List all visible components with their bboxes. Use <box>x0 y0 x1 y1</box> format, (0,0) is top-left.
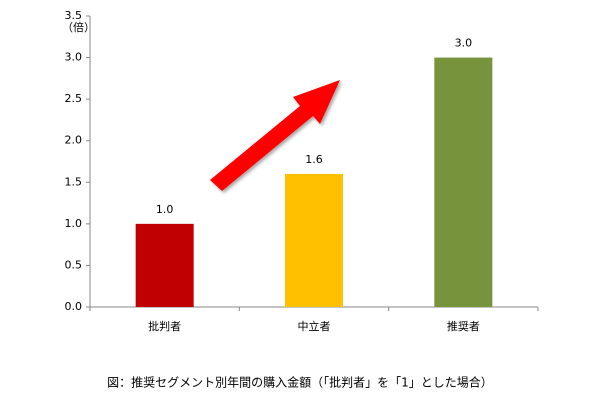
y-tick-label: 3.5 <box>65 9 83 22</box>
x-tick-label: 批判者 <box>148 319 181 333</box>
bar <box>434 57 493 308</box>
caption: 図：推奨セグメント別年間の購入金額（「批判者」を「1」とした場合） <box>107 375 493 390</box>
value-label: 1.0 <box>156 203 174 216</box>
trend-arrow <box>210 80 340 191</box>
y-unit-label: （倍） <box>62 20 95 34</box>
y-tick-label: 2.5 <box>65 92 83 105</box>
bar <box>135 223 194 307</box>
y-tick-label: 1.0 <box>65 217 83 230</box>
value-label: 3.0 <box>455 37 473 50</box>
x-tick-label: 中立者 <box>298 319 331 333</box>
y-tick-label: 0.5 <box>65 258 83 271</box>
x-tick-label: 推奨者 <box>447 319 480 333</box>
y-tick-label: 2.0 <box>65 134 83 147</box>
bar <box>285 173 343 307</box>
value-label: 1.6 <box>305 153 323 166</box>
y-tick-label: 0.0 <box>65 300 83 313</box>
y-tick-label: 3.0 <box>65 51 83 64</box>
y-tick-label: 1.5 <box>65 175 83 188</box>
